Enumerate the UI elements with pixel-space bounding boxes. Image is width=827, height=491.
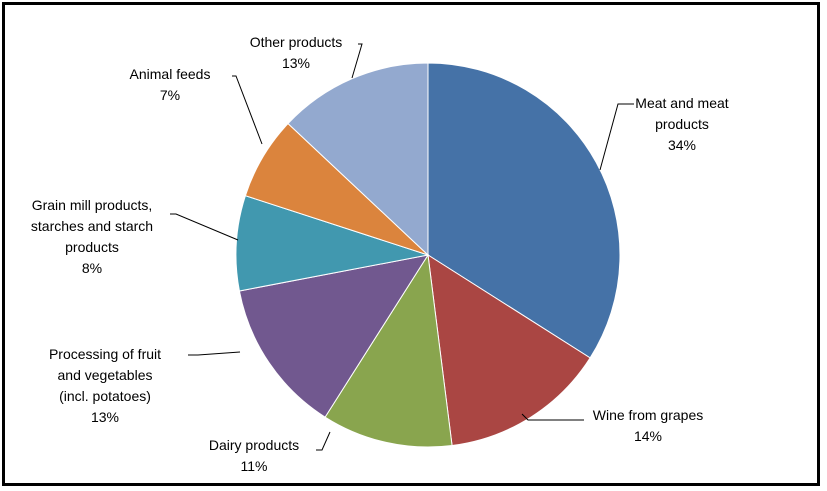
slice-label-2: Wine from grapes 14% <box>593 407 703 444</box>
slice-percent: 13% <box>91 409 119 425</box>
slice-label-7: Other products 13% <box>250 34 343 71</box>
leader-line-2 <box>521 413 584 421</box>
slice-label-line: products <box>65 239 119 255</box>
slice-percent: 8% <box>82 260 102 276</box>
slice-percent: 11% <box>241 458 268 474</box>
slice-percent: 7% <box>160 87 180 103</box>
pie-slice-7 <box>287 62 429 257</box>
pie-slice-1 <box>427 62 621 359</box>
slice-label-line: Meat and meat <box>635 95 728 111</box>
slice-label-line: Processing of fruit <box>49 346 161 362</box>
pie-slice-3 <box>324 253 453 448</box>
leader-line-5 <box>170 213 239 241</box>
slice-label-5: Grain mill products, starches and starch p… <box>31 197 153 276</box>
slice-label-line: products <box>655 116 709 132</box>
leader-line-1 <box>599 103 634 171</box>
slice-label-3: Dairy products 11% <box>209 437 299 474</box>
slice-label-line: and vegetables <box>58 367 153 383</box>
leader-line-4 <box>188 351 241 356</box>
slice-label-line: Wine from grapes <box>593 407 703 423</box>
slice-label-line: Dairy products <box>209 437 299 453</box>
slice-label-line: Other products <box>250 34 343 50</box>
slice-label-line: Animal feeds <box>130 66 211 82</box>
leader-line-6 <box>232 75 263 145</box>
slice-label-line: Grain mill products, <box>32 197 153 213</box>
slice-percent: 13% <box>282 55 310 71</box>
slice-label-line: starches and starch <box>31 218 153 234</box>
slice-label-4: Processing of fruit and vegetables (incl. … <box>49 346 161 425</box>
slice-label-line: (incl. potatoes) <box>59 388 151 404</box>
slice-label-6: Animal feeds 7% <box>130 66 211 103</box>
slice-label-1: Meat and meat products 34% <box>635 95 728 153</box>
pie-slice-2 <box>427 254 591 447</box>
slice-percent: 14% <box>634 428 662 444</box>
leader-line-3 <box>316 431 331 451</box>
leader-line-7 <box>351 43 363 79</box>
slice-percent: 34% <box>668 137 696 153</box>
pie-slice-4 <box>238 254 430 418</box>
pie-slice-5 <box>235 195 429 292</box>
